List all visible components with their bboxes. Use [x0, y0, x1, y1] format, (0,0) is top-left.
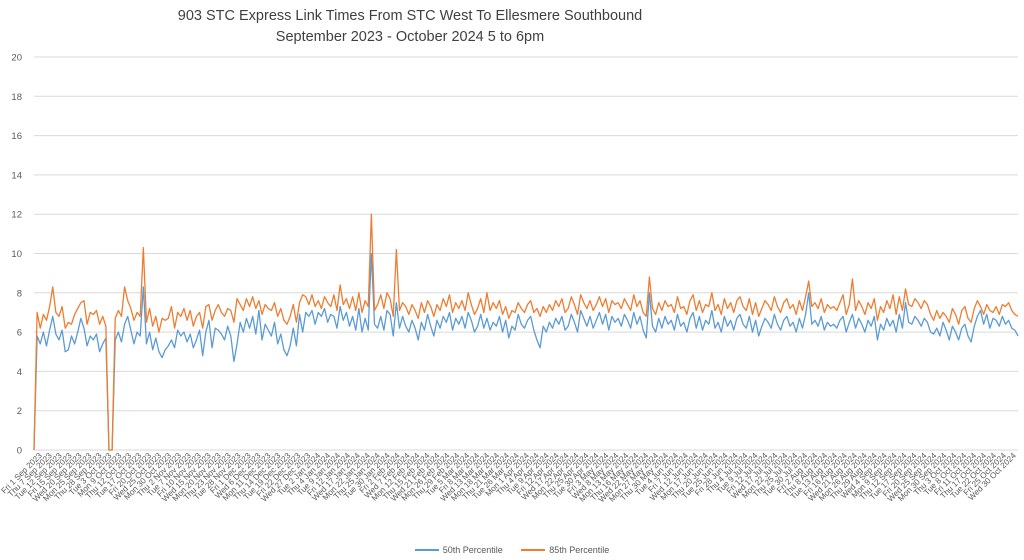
y-tick-label: 2: [17, 406, 22, 417]
y-tick-label: 0: [17, 446, 22, 457]
legend-swatch-85th: [521, 549, 546, 551]
y-tick-label: 6: [17, 328, 22, 339]
series-85th-percentile-line: [33, 213, 1019, 451]
y-tick-label: 18: [11, 92, 22, 103]
chart-subtitle: September 2023 - October 2024 5 to 6pm: [275, 29, 545, 45]
y-tick-label: 20: [11, 53, 22, 64]
series-50th-percentile-line: [33, 252, 1019, 451]
y-tick-label: 8: [17, 288, 22, 299]
chart-title: 903 STC Express Link Times From STC West…: [177, 8, 643, 24]
legend-item-85th: 85th Percentile: [521, 545, 609, 555]
legend-item-50th: 50th Percentile: [414, 545, 503, 555]
chart-gridlines: [34, 56, 1018, 451]
legend-label-50th: 50th Percentile: [442, 545, 503, 555]
y-tick-label: 14: [11, 170, 22, 181]
chart-series: [33, 213, 1019, 451]
y-tick-label: 4: [17, 367, 22, 378]
y-tick-label: 10: [11, 249, 22, 260]
y-tick-label: 12: [11, 210, 22, 221]
chart-legend: 50th Percentile 85th Percentile: [0, 543, 1024, 555]
legend-swatch-50th: [414, 549, 439, 551]
legend-label-85th: 85th Percentile: [549, 545, 610, 555]
y-tick-label: 16: [11, 131, 22, 142]
chart-title-block: 903 STC Express Link Times From STC West…: [60, 6, 760, 48]
y-axis: 0 2 4 6 8 10 12 14 16 18 20: [11, 53, 22, 457]
